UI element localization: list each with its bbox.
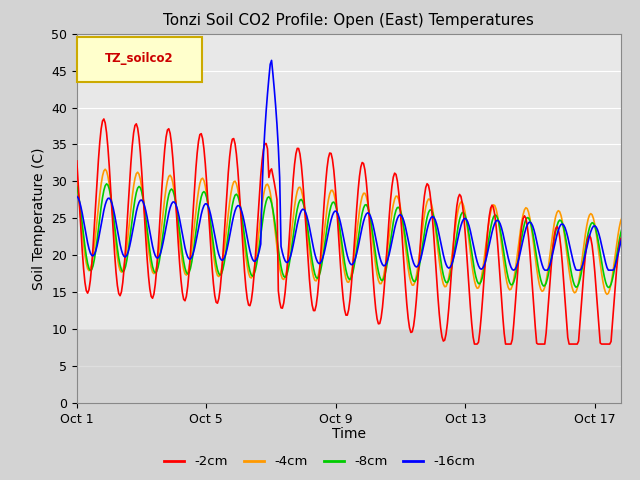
- Text: TZ_soilco2: TZ_soilco2: [105, 52, 173, 65]
- Y-axis label: Soil Temperature (C): Soil Temperature (C): [31, 147, 45, 289]
- Legend: -2cm, -4cm, -8cm, -16cm: -2cm, -4cm, -8cm, -16cm: [159, 450, 481, 473]
- Title: Tonzi Soil CO2 Profile: Open (East) Temperatures: Tonzi Soil CO2 Profile: Open (East) Temp…: [163, 13, 534, 28]
- X-axis label: Time: Time: [332, 427, 366, 441]
- FancyBboxPatch shape: [77, 37, 202, 82]
- Bar: [77, 329, 621, 403]
